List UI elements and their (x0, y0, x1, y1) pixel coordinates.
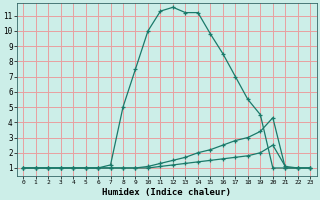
X-axis label: Humidex (Indice chaleur): Humidex (Indice chaleur) (102, 188, 231, 197)
